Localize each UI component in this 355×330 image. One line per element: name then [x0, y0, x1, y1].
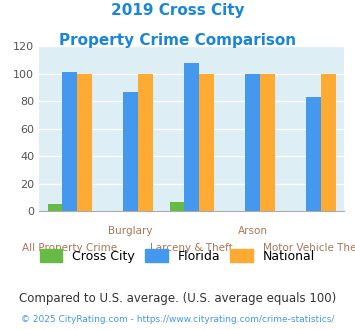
- Bar: [77, 74, 92, 211]
- Bar: [48, 204, 62, 211]
- Bar: [260, 74, 275, 211]
- Bar: [62, 72, 77, 211]
- Text: Property Crime Comparison: Property Crime Comparison: [59, 33, 296, 48]
- Text: Compared to U.S. average. (U.S. average equals 100): Compared to U.S. average. (U.S. average …: [19, 292, 336, 305]
- Bar: [123, 91, 138, 211]
- Text: © 2025 CityRating.com - https://www.cityrating.com/crime-statistics/: © 2025 CityRating.com - https://www.city…: [21, 315, 334, 324]
- Bar: [245, 74, 260, 211]
- Bar: [138, 74, 153, 211]
- Bar: [199, 74, 214, 211]
- Text: 2019 Cross City: 2019 Cross City: [111, 3, 244, 18]
- Text: All Property Crime: All Property Crime: [22, 243, 117, 252]
- Text: Arson: Arson: [238, 226, 268, 236]
- Bar: [306, 97, 321, 211]
- Bar: [184, 63, 199, 211]
- Text: Motor Vehicle Theft: Motor Vehicle Theft: [263, 243, 355, 252]
- Text: Larceny & Theft: Larceny & Theft: [150, 243, 233, 252]
- Bar: [321, 74, 336, 211]
- Text: Burglary: Burglary: [108, 226, 153, 236]
- Legend: Cross City, Florida, National: Cross City, Florida, National: [40, 249, 315, 263]
- Bar: [170, 202, 184, 211]
